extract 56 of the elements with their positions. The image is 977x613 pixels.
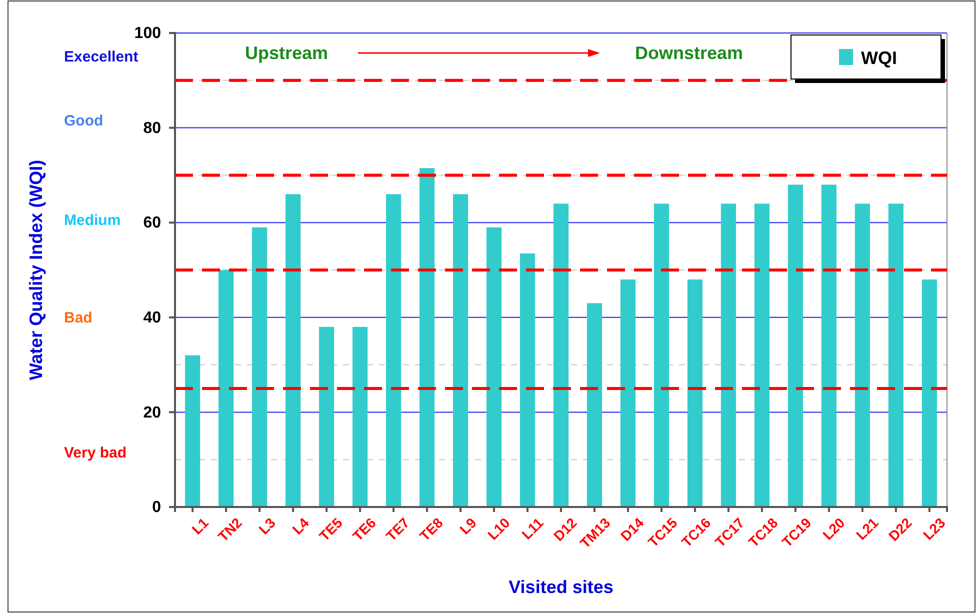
x-tick-label: L11 (518, 514, 546, 542)
text: Good (64, 112, 104, 130)
x-tick-label: L3 (256, 514, 279, 538)
bar (452, 194, 468, 507)
bar (185, 355, 200, 507)
bar (286, 194, 301, 507)
x-tick-label: D14 (617, 514, 647, 544)
y-tick-label: 40 (143, 310, 162, 327)
bar (386, 194, 402, 507)
annotation: Upstream (245, 43, 328, 63)
bar (520, 253, 536, 507)
bar (922, 279, 937, 507)
bar (352, 326, 368, 507)
bar (888, 204, 904, 507)
bar (218, 270, 234, 507)
bar (553, 204, 569, 507)
y-tick-label: 80 (143, 120, 162, 137)
y-axis-title: Water Quality Index (WQI) (26, 160, 46, 380)
x-tick-label: L21 (852, 514, 882, 543)
bar (620, 279, 636, 507)
bar (687, 279, 703, 507)
y-tick-label: 0 (152, 499, 162, 516)
x-tick-label: L23 (920, 514, 948, 543)
bar (319, 326, 334, 507)
x-tick-label: L1 (188, 514, 212, 538)
annotation: Downstream (635, 43, 744, 63)
x-tick-label: TE5 (316, 514, 346, 544)
x-axis-title: Visited sites (508, 577, 614, 597)
bar (252, 227, 268, 507)
x-tick-label: L9 (456, 514, 480, 538)
x-tick-label: L10 (484, 514, 513, 543)
x-tick-label: L20 (819, 514, 848, 543)
bar (654, 204, 670, 507)
bar (754, 204, 770, 507)
text: Very bad (64, 444, 127, 462)
x-tick-label: TE8 (416, 514, 446, 544)
y-tick-label: 100 (134, 25, 162, 42)
legend-label: WQI (861, 48, 897, 68)
y-tick-label: 20 (143, 404, 162, 422)
x-tick-label: D22 (885, 514, 915, 544)
x-tick-label: TE7 (382, 514, 412, 544)
text: Execellent (64, 48, 138, 66)
x-tick-label: TN2 (214, 514, 246, 545)
x-tick-label: D12 (550, 514, 580, 544)
text: Bad (64, 309, 92, 326)
bar (854, 204, 870, 507)
y-tick-label: 60 (143, 214, 162, 232)
text: Medium (64, 212, 121, 230)
bar (788, 184, 803, 507)
x-tick-label: L4 (288, 514, 312, 538)
bar (821, 184, 836, 507)
bar (486, 227, 502, 507)
bar (419, 168, 435, 507)
x-tick-label: TE6 (349, 514, 379, 544)
bar (720, 204, 736, 507)
bar (586, 303, 602, 507)
